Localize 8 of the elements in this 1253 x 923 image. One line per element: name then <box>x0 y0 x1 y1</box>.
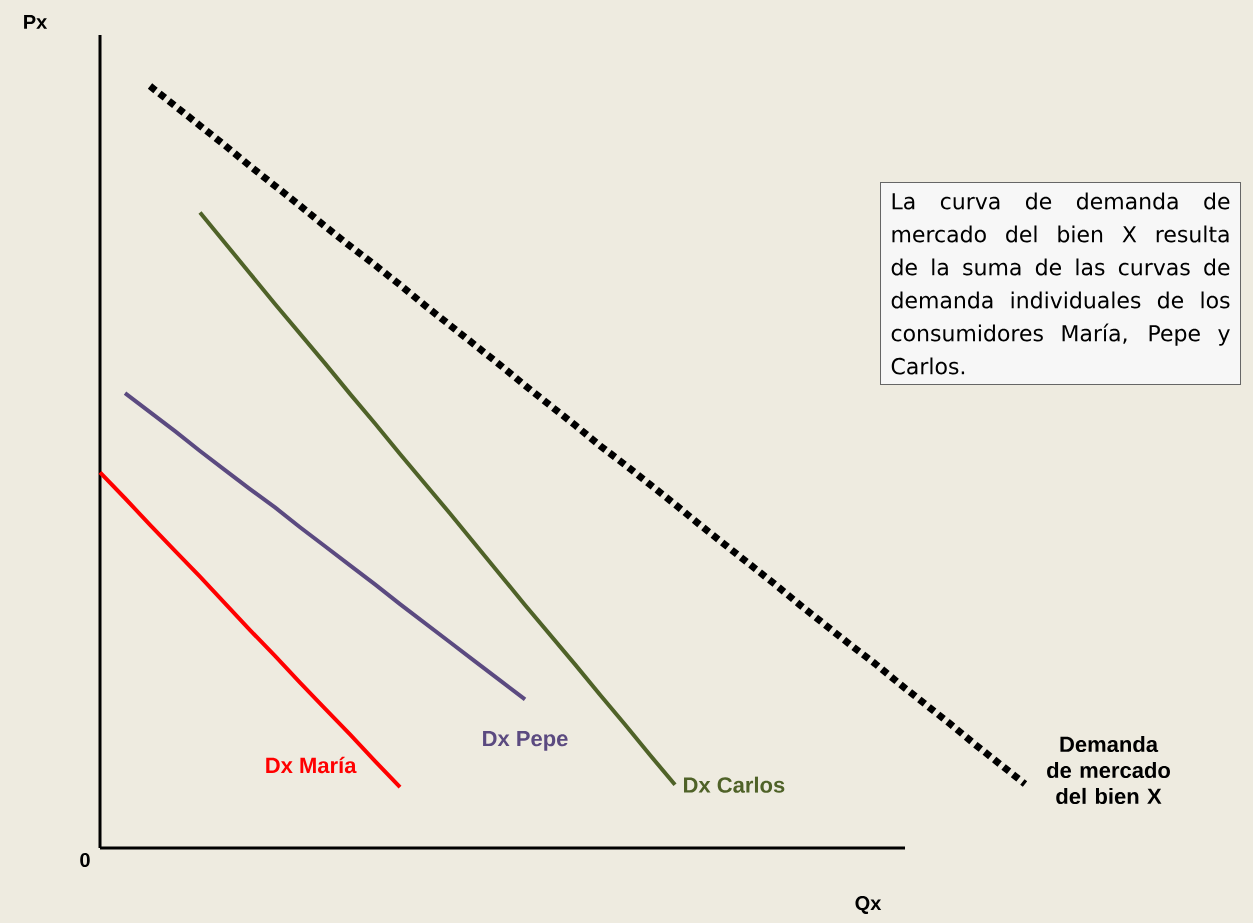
text: 0 <box>80 852 90 868</box>
series-label: Demanda de mercado del bien X <box>1047 735 1170 805</box>
x-axis-title: Qx <box>855 896 882 914</box>
y-axis-title: Px <box>24 15 48 29</box>
series-label: Dx María <box>266 756 357 774</box>
annotation: La curva de demanda de mercado del bien X resulta de la suma de las curvas de demanda individuales de los consumidores María, Pepe y Carlos. <box>891 192 1230 375</box>
series-label: Dx Pepe <box>483 730 568 751</box>
series-label: Dx Carlos <box>684 776 785 793</box>
